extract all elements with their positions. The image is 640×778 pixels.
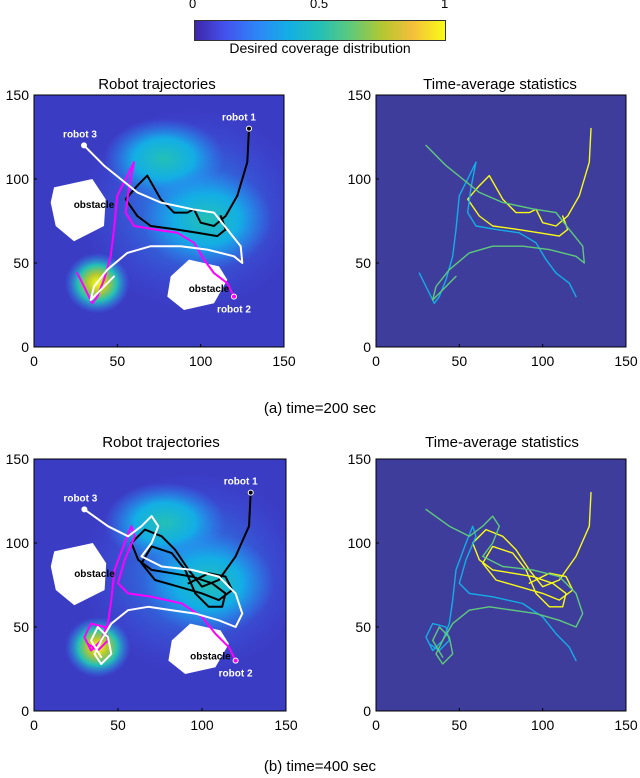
colorbar [194, 20, 446, 41]
annotation-label: robot 3 [63, 129, 97, 140]
robot-start-marker [246, 125, 252, 132]
panel-b-right-background [376, 459, 626, 711]
x-tick-label: 0 [372, 717, 380, 733]
x-tick-label: 50 [110, 717, 126, 733]
y-tick-label: 100 [6, 535, 30, 551]
colorbar-tick-0: 0 [189, 0, 197, 11]
panel-a-right-frame [375, 94, 627, 348]
y-tick-label: 0 [363, 339, 371, 355]
trajectory-series-2 [76, 161, 235, 305]
y-tick-label: 150 [6, 87, 30, 103]
annotation-label: robot 1 [224, 477, 258, 488]
coverage-blob-center [142, 168, 273, 270]
panel-a-right-title: Time-average statistics [423, 76, 577, 93]
annotation-label: obstacle [190, 652, 231, 663]
trajectory-series-1 [124, 127, 250, 238]
y-tick-label: 100 [6, 171, 30, 187]
trajectory-series-2 [83, 525, 237, 662]
caption-a: (a) time=200 sec [263, 400, 377, 417]
trajectory-series-3 [83, 508, 244, 665]
x-tick-label: 150 [614, 353, 638, 369]
y-tick-label: 0 [363, 703, 371, 719]
trajectory-series-2 [425, 525, 577, 662]
y-tick-label: 100 [348, 535, 372, 551]
y-tick-label: 150 [348, 87, 372, 103]
y-tick-label: 50 [355, 619, 371, 635]
obstacle-shape-2 [168, 623, 229, 674]
x-tick-label: 150 [614, 717, 638, 733]
trajectory-series-2 [418, 161, 577, 304]
y-tick-label: 50 [13, 619, 29, 635]
x-tick-label: 100 [531, 717, 555, 733]
x-tick-label: 50 [452, 353, 468, 369]
panel-a-left: robot 1 robot 2 robot 3 obstacle obstacle 0 50… [6, 87, 296, 369]
y-tick-label: 150 [348, 451, 372, 467]
y-tick-label: 0 [21, 339, 29, 355]
x-tick-label: 0 [30, 717, 38, 733]
trajectory-series-1 [467, 127, 592, 237]
y-tick-label: 100 [348, 171, 372, 187]
annotation-label: obstacle [189, 284, 230, 295]
annotation-label: robot 3 [63, 493, 97, 504]
colorbar-tick-mid: 0.5 [310, 0, 329, 11]
robot-start-marker [231, 293, 237, 300]
panel-a-right: 0 50 100 150 0 50 100 150 [348, 87, 638, 369]
caption-b: (b) time=400 sec [263, 758, 377, 775]
x-tick-label: 150 [272, 353, 296, 369]
x-tick-label: 50 [110, 353, 126, 369]
obstacle-shape-1 [50, 543, 107, 606]
x-tick-label: 100 [531, 353, 555, 369]
panel-a-left-frame [33, 94, 285, 348]
panel-b-left-frame [33, 458, 287, 712]
robot-start-marker [232, 657, 239, 664]
x-tick-label: 0 [30, 353, 38, 369]
colorbar-label: Desired coverage distribution [229, 40, 411, 56]
x-tick-label: 150 [274, 717, 298, 733]
trajectory-series-3 [425, 508, 584, 665]
robot-start-marker [81, 506, 88, 513]
panel-a-right-background [376, 95, 626, 347]
robot-start-marker [247, 489, 254, 496]
y-tick-label: 150 [6, 451, 30, 467]
obstacle-shape-1 [50, 179, 106, 242]
trajectory-series-3 [83, 144, 244, 301]
annotation-label: obstacle [74, 200, 115, 211]
annotation-label: obstacle [74, 569, 115, 580]
x-tick-label: 0 [372, 353, 380, 369]
x-tick-label: 100 [190, 717, 214, 733]
panel-b-right-frame [375, 458, 627, 712]
trajectory-series-3 [425, 144, 585, 301]
panel-b-left: robot 1 robot 2 robot 3 obstacle obstacle 0 50… [6, 451, 298, 733]
y-tick-label: 50 [13, 255, 29, 271]
panel-b-left-title: Robot trajectories [102, 434, 220, 451]
panel-a-left-title: Robot trajectories [98, 76, 216, 93]
x-tick-label: 100 [189, 353, 213, 369]
colorbar-tick-max: 1 [441, 0, 449, 11]
annotation-label: robot 2 [219, 669, 253, 680]
x-tick-label: 50 [452, 717, 468, 733]
annotation-label: robot 1 [222, 113, 256, 124]
annotation-label: robot 2 [217, 305, 251, 316]
y-tick-label: 50 [355, 255, 371, 271]
panel-b-right: 0 50 100 150 0 50 100 150 [348, 451, 638, 733]
robot-start-marker [81, 142, 87, 149]
y-tick-label: 0 [21, 703, 29, 719]
panel-b-right-title: Time-average statistics [425, 434, 579, 451]
